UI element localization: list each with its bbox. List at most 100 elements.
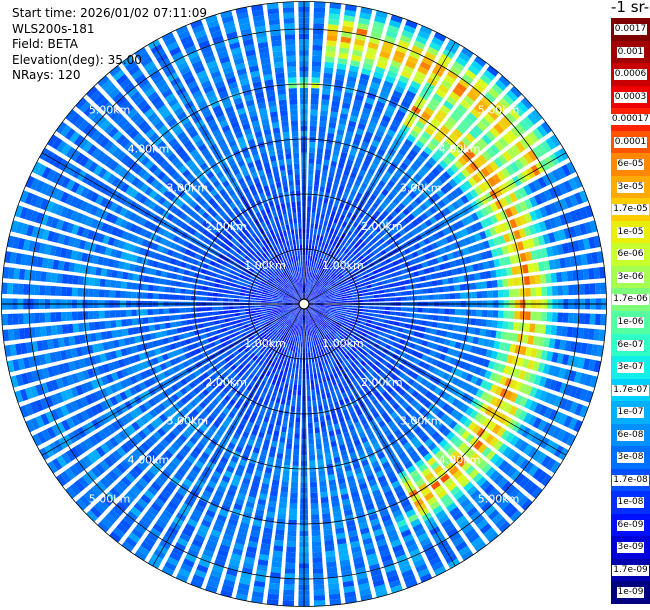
ray-cell xyxy=(204,344,211,350)
ray-cell xyxy=(308,169,314,175)
ray-cell xyxy=(535,349,543,359)
ray-cell xyxy=(245,551,256,559)
ray-cell xyxy=(294,433,300,439)
ray-cell xyxy=(416,444,426,454)
ray-cell xyxy=(97,521,110,533)
ray-cell xyxy=(325,304,332,306)
ray-cell xyxy=(344,285,350,290)
ray-cell xyxy=(262,477,271,485)
ray-cell xyxy=(166,351,174,359)
ray-cell xyxy=(339,47,350,54)
ray-cell xyxy=(311,292,316,297)
ray-cell xyxy=(443,316,450,322)
ray-cell xyxy=(155,331,162,339)
ray-cell xyxy=(242,353,249,360)
ray-cell xyxy=(427,171,437,181)
ray-cell xyxy=(487,487,499,499)
ray-cell xyxy=(297,395,301,402)
ray-cell xyxy=(405,579,418,589)
ray-cell xyxy=(317,320,322,326)
ray-cell xyxy=(31,370,40,382)
ray-cell xyxy=(212,524,223,533)
ray-cell xyxy=(367,558,379,567)
ray-cell xyxy=(451,222,460,231)
ray-cell xyxy=(313,309,318,314)
ray-cell xyxy=(484,329,492,338)
ray-cell xyxy=(266,305,272,307)
ray-cell xyxy=(356,408,363,416)
ray-cell xyxy=(544,219,553,231)
ray-cell xyxy=(405,195,413,203)
ray-cell xyxy=(324,328,329,334)
ray-cell xyxy=(504,390,513,401)
ray-cell xyxy=(318,131,326,138)
ray-cell xyxy=(184,553,197,563)
ray-cell xyxy=(278,507,287,514)
ray-cell xyxy=(259,331,266,337)
ray-cell xyxy=(318,319,323,325)
ray-cell xyxy=(161,353,169,361)
ray-cell xyxy=(311,329,315,336)
ray-cell xyxy=(373,71,384,80)
ray-cell xyxy=(186,319,193,325)
ray-cell xyxy=(119,391,128,401)
ray-cell xyxy=(443,286,450,292)
ray-cell xyxy=(339,554,350,561)
ray-cell xyxy=(358,582,370,591)
ray-cell xyxy=(430,137,440,147)
ray-cell xyxy=(476,170,486,181)
ray-cell xyxy=(116,370,124,380)
ray-cell xyxy=(316,235,320,241)
ray-cell xyxy=(308,313,311,319)
ray-cell xyxy=(233,306,240,309)
ray-cell xyxy=(350,246,356,253)
ray-cell xyxy=(390,95,401,104)
ray-cell xyxy=(175,381,184,389)
ray-cell xyxy=(237,378,245,385)
ray-cell xyxy=(441,362,449,371)
ray-cell xyxy=(120,348,128,357)
ray-cell xyxy=(410,80,421,90)
ray-cell xyxy=(279,497,288,504)
ray-cell xyxy=(440,271,448,278)
ray-cell xyxy=(357,151,365,159)
ray-cell xyxy=(349,340,356,346)
ray-cell xyxy=(390,306,396,311)
ray-cell xyxy=(390,219,398,227)
ray-cell xyxy=(297,384,302,391)
ray-cell xyxy=(312,405,318,412)
ray-cell xyxy=(261,421,268,429)
ray-cell xyxy=(489,126,500,138)
ray-cell xyxy=(267,332,273,338)
ray-cell xyxy=(535,249,543,259)
ray-cell xyxy=(383,226,390,234)
ray-cell xyxy=(144,412,154,422)
ray-cell xyxy=(372,111,382,119)
ray-cell xyxy=(342,580,355,588)
ray-cell xyxy=(273,430,280,437)
ray-cell xyxy=(494,456,505,468)
ray-cell xyxy=(421,487,432,497)
ray-cell xyxy=(562,312,569,323)
ray-cell xyxy=(315,432,321,439)
ray-cell xyxy=(67,323,74,334)
ray-cell xyxy=(198,456,207,465)
ray-cell xyxy=(530,250,538,260)
ray-cell xyxy=(551,352,559,363)
ray-cell xyxy=(79,495,91,507)
ray-cell xyxy=(321,241,326,248)
ray-cell xyxy=(357,477,366,485)
ray-cell xyxy=(479,328,486,337)
ray-cell xyxy=(250,310,257,314)
ray-cell xyxy=(394,337,401,343)
ray-cell xyxy=(364,203,371,210)
ray-cell xyxy=(313,17,325,24)
ray-cell xyxy=(309,313,314,318)
ray-cell xyxy=(267,389,273,396)
ray-cell xyxy=(424,348,431,355)
ray-cell xyxy=(304,309,306,315)
ray-cell xyxy=(433,465,444,475)
ray-cell xyxy=(198,366,206,374)
ray-cell xyxy=(210,390,218,398)
ray-cell xyxy=(193,369,201,377)
